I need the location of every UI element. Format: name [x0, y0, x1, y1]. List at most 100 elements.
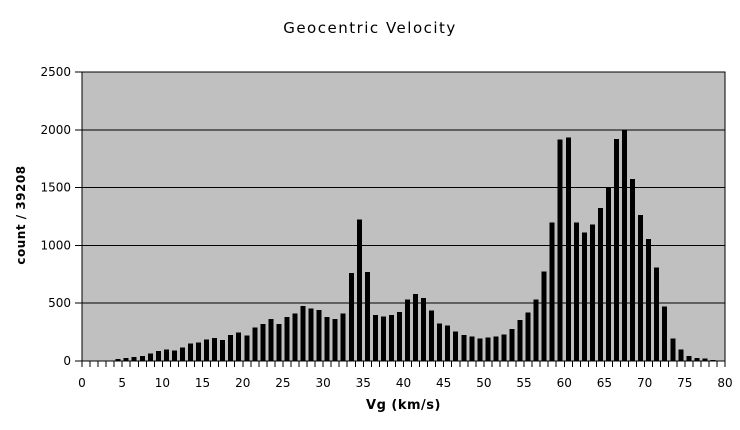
- histogram-bar: [421, 297, 427, 361]
- y-tick-label: 1000: [40, 238, 71, 252]
- x-tick-label: 35: [356, 376, 371, 390]
- histogram-bar: [589, 224, 595, 361]
- histogram-bar: [147, 353, 153, 361]
- histogram-bar: [573, 222, 579, 361]
- histogram-bar: [581, 232, 587, 361]
- histogram-bar: [710, 359, 716, 361]
- histogram-bar: [541, 271, 547, 361]
- histogram-bar: [445, 325, 451, 361]
- histogram-bar: [123, 358, 129, 361]
- histogram-bar: [196, 342, 202, 361]
- histogram-bar: [308, 308, 314, 361]
- histogram-bar: [646, 239, 652, 361]
- x-tick-label: 50: [476, 376, 491, 390]
- histogram-bar: [517, 319, 523, 361]
- histogram-bar: [613, 139, 619, 361]
- histogram-bar: [179, 347, 185, 361]
- y-tick-label: 500: [48, 296, 71, 310]
- histogram-bar: [115, 358, 121, 361]
- histogram-bar: [340, 313, 346, 361]
- x-tick-label: 10: [155, 376, 170, 390]
- y-tick-label: 1500: [40, 181, 71, 195]
- histogram-bar: [638, 214, 644, 361]
- histogram-bar: [686, 355, 692, 361]
- histogram-bar: [131, 356, 137, 361]
- histogram-bar: [252, 327, 258, 361]
- histogram-bar: [139, 355, 145, 361]
- chart-title: Geocentric Velocity: [283, 19, 457, 37]
- histogram-bar: [702, 358, 708, 361]
- y-tick-label: 0: [63, 354, 71, 368]
- y-tick-label: 2000: [40, 123, 71, 137]
- histogram-bar: [163, 349, 169, 361]
- x-tick-label: 20: [235, 376, 250, 390]
- histogram-bar: [557, 139, 563, 361]
- histogram-bar: [453, 331, 459, 361]
- x-tick-label: 80: [717, 376, 732, 390]
- x-tick-label: 60: [557, 376, 572, 390]
- histogram-bar: [348, 273, 354, 361]
- histogram-bar: [260, 324, 266, 361]
- histogram-bar: [212, 337, 218, 361]
- histogram-bar: [670, 338, 676, 361]
- histogram-bar: [268, 318, 274, 361]
- plot-area: [82, 72, 725, 361]
- histogram-bar: [324, 317, 330, 361]
- x-tick-label: 45: [436, 376, 451, 390]
- histogram-bar: [630, 178, 636, 361]
- histogram-bar: [396, 311, 402, 361]
- histogram-bar: [171, 350, 177, 361]
- histogram-bar: [525, 312, 531, 361]
- histogram-bar: [228, 334, 234, 361]
- x-tick-label: 15: [195, 376, 210, 390]
- histogram-bar: [605, 187, 611, 361]
- histogram-bar: [477, 338, 483, 361]
- histogram-bar: [694, 358, 700, 361]
- histogram-bar: [509, 329, 515, 361]
- histogram-bar: [316, 310, 322, 361]
- histogram-bar: [565, 137, 571, 361]
- histogram-bar: [533, 299, 539, 361]
- x-tick-label: 40: [396, 376, 411, 390]
- x-tick-label: 70: [637, 376, 652, 390]
- histogram-bar: [662, 306, 668, 361]
- x-tick-label: 25: [275, 376, 290, 390]
- histogram-bar: [364, 271, 370, 361]
- x-axis-title: Vg (km/s): [366, 398, 441, 413]
- histogram-bar: [372, 314, 378, 361]
- histogram-bar: [429, 310, 435, 361]
- histogram-bar: [300, 306, 306, 361]
- x-tick-label: 75: [677, 376, 692, 390]
- histogram-bar: [405, 299, 411, 361]
- histogram-bar: [597, 207, 603, 361]
- x-tick-label: 0: [78, 376, 86, 390]
- histogram-bar: [485, 337, 491, 361]
- histogram-bar: [549, 222, 555, 361]
- histogram-bar: [244, 335, 250, 361]
- histogram-bar: [678, 349, 684, 361]
- histogram-bar: [461, 334, 467, 361]
- x-tick-label: 30: [315, 376, 330, 390]
- histogram-bar: [388, 314, 394, 361]
- histogram-bar: [204, 339, 210, 361]
- histogram-bar: [332, 318, 338, 361]
- y-tick-label: 2500: [40, 65, 71, 79]
- histogram-bar: [622, 129, 628, 361]
- histogram-bar: [356, 219, 362, 361]
- histogram-bar: [155, 351, 161, 361]
- histogram-bar: [236, 332, 242, 361]
- histogram-bar: [284, 317, 290, 361]
- x-tick-label: 65: [597, 376, 612, 390]
- histogram-bar: [292, 313, 298, 361]
- histogram-bar: [413, 293, 419, 361]
- histogram-bar: [220, 340, 226, 361]
- histogram-bar: [654, 267, 660, 361]
- histogram-bar: [501, 334, 507, 361]
- histogram-bar: [276, 324, 282, 361]
- x-tick-label: 5: [118, 376, 126, 390]
- histogram-bar: [380, 316, 386, 361]
- histogram-bar: [469, 336, 475, 361]
- histogram-bar: [188, 343, 194, 361]
